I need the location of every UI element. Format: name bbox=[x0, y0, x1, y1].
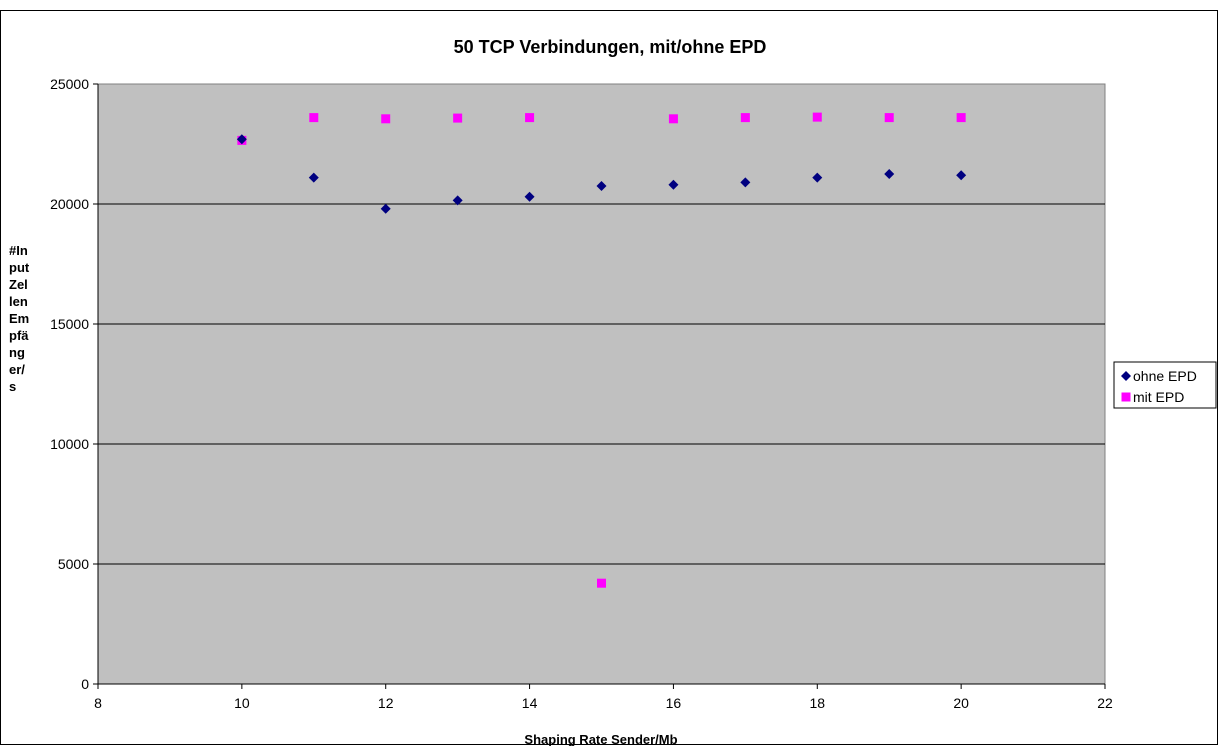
y-tick-label: 15000 bbox=[50, 316, 89, 332]
y-tick-label: 25000 bbox=[50, 76, 89, 92]
data-point bbox=[236, 134, 247, 145]
data-point bbox=[668, 179, 679, 190]
data-point bbox=[308, 172, 319, 183]
data-point bbox=[596, 181, 607, 191]
y-axis-title-line: len bbox=[9, 294, 28, 309]
data-point bbox=[812, 112, 822, 122]
legend: ohne EPD mit EPD bbox=[1113, 361, 1217, 409]
y-tick-label: 0 bbox=[81, 676, 89, 692]
data-point bbox=[740, 113, 750, 123]
x-tick-label: 20 bbox=[953, 695, 969, 711]
x-tick-label: 12 bbox=[378, 695, 394, 711]
x-tick-label: 8 bbox=[94, 695, 102, 711]
data-point bbox=[380, 203, 391, 214]
y-tick-label: 5000 bbox=[58, 556, 89, 572]
legend-label: mit EPD bbox=[1133, 389, 1184, 405]
data-point bbox=[453, 113, 463, 123]
y-axis-title-line: Em bbox=[9, 311, 29, 326]
y-axis-title-line: pfä bbox=[9, 328, 29, 343]
data-point bbox=[381, 114, 391, 124]
data-point bbox=[740, 177, 751, 188]
legend-box bbox=[1113, 361, 1217, 409]
y-tick-labels: 0 5000 10000 15000 20000 25000 bbox=[50, 76, 89, 692]
legend-marker bbox=[1121, 392, 1131, 402]
y-axis-title-line: er/ bbox=[9, 362, 25, 377]
y-axis-title-line: put bbox=[9, 260, 30, 275]
x-axis-title: Shaping Rate Sender/Mb bbox=[524, 732, 677, 746]
data-point bbox=[524, 191, 535, 202]
data-point bbox=[452, 195, 463, 206]
y-axis-title-line: s bbox=[9, 379, 16, 394]
chart-title: 50 TCP Verbindungen, mit/ohne EPD bbox=[454, 37, 767, 57]
data-point bbox=[812, 172, 823, 183]
y-tick-label: 10000 bbox=[50, 436, 89, 452]
data-point bbox=[597, 578, 606, 588]
data-point bbox=[884, 113, 894, 123]
data-point bbox=[956, 113, 966, 123]
legend-label: ohne EPD bbox=[1133, 368, 1197, 384]
x-tick-label: 22 bbox=[1097, 695, 1113, 711]
y-axis-title: #In put Zel len Em pfä ng er/s bbox=[9, 243, 30, 394]
data-point bbox=[309, 113, 319, 123]
data-point bbox=[956, 170, 967, 181]
x-tick-label: 10 bbox=[234, 695, 250, 711]
gridlines bbox=[98, 203, 1105, 565]
y-axis-title-line: Zel bbox=[9, 277, 28, 292]
data-point bbox=[884, 169, 895, 179]
axes bbox=[93, 83, 1106, 689]
y-tick-label: 20000 bbox=[50, 196, 89, 212]
x-tick-label: 16 bbox=[666, 695, 682, 711]
plot-area bbox=[97, 83, 1106, 685]
x-tick-labels: 8 10 12 14 16 18 20 22 bbox=[94, 695, 1113, 711]
data-points bbox=[236, 112, 967, 588]
x-tick-label: 14 bbox=[522, 695, 538, 711]
y-axis-title-line: ng bbox=[9, 345, 25, 360]
data-point bbox=[525, 113, 535, 123]
y-axis-title-line: #In bbox=[9, 243, 28, 258]
legend-marker bbox=[1121, 371, 1131, 381]
data-point bbox=[668, 114, 678, 124]
series-diamond bbox=[236, 134, 967, 214]
x-tick-label: 18 bbox=[809, 695, 825, 711]
